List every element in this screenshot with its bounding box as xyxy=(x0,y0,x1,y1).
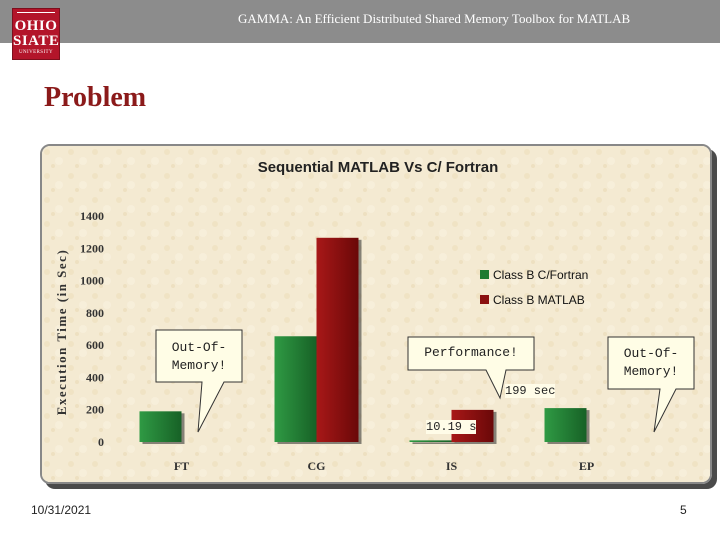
x-tick-label: EP xyxy=(579,459,594,473)
chart-legend: Class B C/Fortran Class B MATLAB xyxy=(480,268,588,307)
bar-shadow xyxy=(412,442,455,444)
bar-cg-c-fortran xyxy=(274,336,317,442)
slide-page-number: 5 xyxy=(680,503,687,517)
chart-frame: Sequential MATLAB Vs C/ Fortran Executio… xyxy=(40,144,712,484)
chart-title: Sequential MATLAB Vs C/ Fortran xyxy=(258,159,499,176)
y-axis-label: Execution Time (in Sec) xyxy=(54,249,69,416)
legend-swatch-matlab xyxy=(480,295,489,304)
x-tick-label: CG xyxy=(308,459,326,473)
logo-line-2: SIATE xyxy=(13,33,60,49)
logo-rule xyxy=(17,12,55,13)
x-tick-label: FT xyxy=(174,459,189,473)
y-tick-label: 800 xyxy=(86,306,104,320)
callout-ep-text: Out-Of- Memory! xyxy=(623,346,679,379)
y-tick-label: 1400 xyxy=(80,209,104,223)
is-c-time-note: 10.19 s xyxy=(426,420,477,434)
y-tick-label: 0 xyxy=(98,435,104,449)
legend-label-matlab: Class B MATLAB xyxy=(493,293,585,307)
legend-label-c-fortran: Class B C/Fortran xyxy=(493,268,588,282)
university-logo: OHIO SIATE UNIVERSITY xyxy=(12,8,60,60)
y-tick-label: 1000 xyxy=(80,274,104,288)
bar-chart: Sequential MATLAB Vs C/ Fortran Executio… xyxy=(42,146,710,482)
x-tick-label: IS xyxy=(446,459,458,473)
is-matlab-time-note: 199 sec xyxy=(505,384,556,398)
slide-title: Problem xyxy=(44,82,147,113)
y-tick-label: 400 xyxy=(86,370,104,384)
y-axis-ticks: 0 200 400 600 800 1000 1200 1400 xyxy=(80,209,104,449)
header-bar: OHIO SIATE UNIVERSITY GAMMA: An Efficien… xyxy=(0,0,720,60)
logo-line-1: OHIO xyxy=(14,18,58,34)
bar-ep-c-fortran xyxy=(544,408,587,442)
logo-line-3: UNIVERSITY xyxy=(19,50,53,55)
y-tick-label: 600 xyxy=(86,338,104,352)
bar-is-c-fortran xyxy=(409,440,452,442)
bar-cg-matlab xyxy=(316,237,359,442)
callout-ft-text: Out-Of- Memory! xyxy=(171,340,227,373)
bar-ft-c-fortran xyxy=(139,411,182,442)
legend-swatch-c-fortran xyxy=(480,270,489,279)
presentation-title: GAMMA: An Efficient Distributed Shared M… xyxy=(238,11,631,26)
y-tick-label: 1200 xyxy=(80,241,104,255)
y-tick-label: 200 xyxy=(86,403,104,417)
callout-performance-text: Performance! xyxy=(424,345,518,360)
x-axis-ticks: FT CG IS EP xyxy=(174,459,594,473)
slide-date: 10/31/2021 xyxy=(31,503,92,517)
